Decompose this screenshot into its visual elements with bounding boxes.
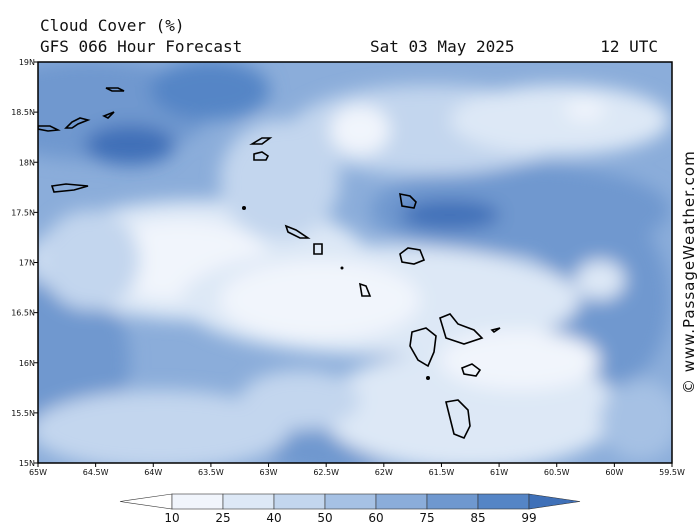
- colorbar-label: 40: [266, 511, 281, 525]
- colorbar-label: 99: [521, 511, 536, 525]
- cloud-area: [330, 105, 390, 155]
- cloud-area: [600, 380, 672, 460]
- cloud-area: [400, 200, 500, 230]
- date: Sat 03 May 2025: [370, 37, 515, 56]
- cloud-area: [565, 100, 605, 120]
- colorbar-box: [375, 493, 428, 510]
- colorbar-label: 85: [470, 511, 485, 525]
- lon-label: 60W: [605, 468, 623, 477]
- cloud-field: [38, 62, 672, 463]
- lon-label: 62W: [375, 468, 393, 477]
- axis-ticks: 65W 64.5W 64W 63.5W 63W 62.5W 62W 61.5W 61W 60.5W…: [11, 58, 685, 477]
- lon-label: 64.5W: [83, 468, 109, 477]
- subtitle: GFS 066 Hour Forecast: [40, 37, 242, 56]
- lat-label: 18N: [19, 158, 35, 167]
- cloud-area: [40, 210, 140, 310]
- cloud-area: [575, 260, 625, 300]
- colorbar: 10 25 40 50 60 75 85 99: [119, 493, 581, 525]
- lon-label: 60.5W: [544, 468, 570, 477]
- lat-label: 16.5N: [11, 309, 35, 318]
- lon-label: 63W: [259, 468, 277, 477]
- colorbar-label: 50: [317, 511, 332, 525]
- lon-label: 59.5W: [659, 468, 685, 477]
- cloud-area: [150, 62, 270, 120]
- colorbar-box: [171, 493, 224, 510]
- cloud-area: [38, 390, 290, 463]
- lat-label: 17N: [19, 259, 35, 268]
- lon-label: 65W: [29, 468, 47, 477]
- lon-label: 61W: [490, 468, 508, 477]
- coastlines: [38, 87, 501, 440]
- lon-label: 64W: [144, 468, 162, 477]
- cloud-area: [220, 120, 340, 240]
- colorbar-label: 25: [215, 511, 230, 525]
- colorbar-over: [528, 493, 581, 510]
- lat-label: 19N: [19, 58, 35, 67]
- lat-label: 15N: [19, 459, 35, 468]
- colorbar-under: [119, 493, 173, 510]
- colorbar-box: [477, 493, 530, 510]
- time: 12 UTC: [600, 37, 658, 56]
- cloud-area: [440, 330, 600, 390]
- cloud-area: [220, 260, 420, 340]
- colorbar-box: [222, 493, 275, 510]
- lon-label: 61.5W: [429, 468, 455, 477]
- lon-label: 62.5W: [313, 468, 339, 477]
- lat-label: 16N: [19, 359, 35, 368]
- lat-label: 18.5N: [11, 108, 35, 117]
- watermark: © www.PassageWeather.com: [680, 150, 698, 394]
- colorbar-box: [324, 493, 377, 510]
- colorbar-box: [426, 493, 479, 510]
- cloud-area: [85, 125, 175, 165]
- title: Cloud Cover (%): [40, 16, 185, 35]
- colorbar-box: [273, 493, 326, 510]
- field-blobs: [38, 62, 672, 463]
- lon-label: 63.5W: [198, 468, 224, 477]
- colorbar-label: 10: [164, 511, 179, 525]
- colorbar-label: 60: [368, 511, 383, 525]
- lat-label: 17.5N: [11, 208, 35, 217]
- colorbar-label: 75: [419, 511, 434, 525]
- cloud-area: [450, 85, 670, 155]
- cloud-area: [240, 370, 360, 430]
- lat-label: 15.5N: [11, 409, 35, 418]
